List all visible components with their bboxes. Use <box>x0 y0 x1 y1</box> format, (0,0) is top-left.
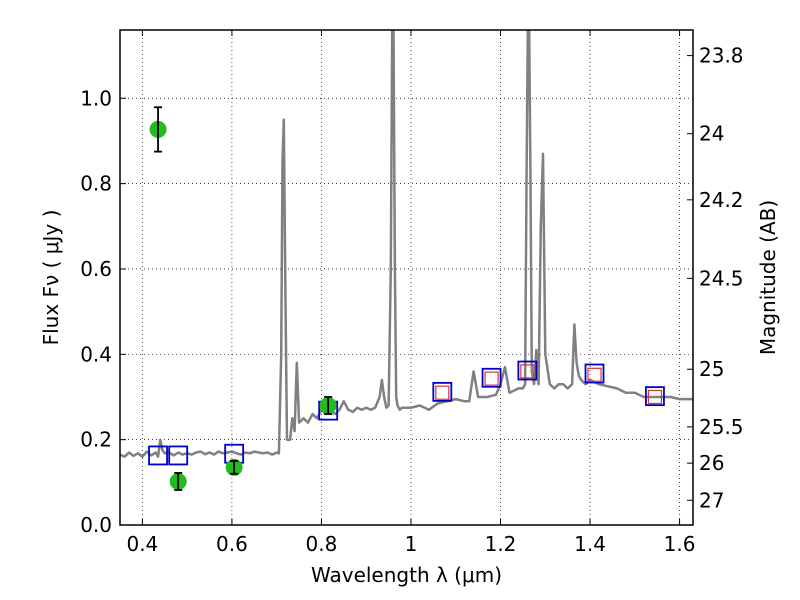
y-tick-label: 0.4 <box>80 342 112 366</box>
right-tick-label: 24 <box>699 122 724 146</box>
spectrum-line <box>120 30 693 458</box>
x-tick-label: 1.2 <box>485 532 517 556</box>
spectrum-layer <box>120 30 693 458</box>
right-tick-label: 27 <box>699 488 724 512</box>
x-tick-label: 0.6 <box>216 532 248 556</box>
model-square-red <box>484 371 499 386</box>
x-axis-label: Wavelength λ (μm) <box>311 563 502 587</box>
x-tick-label: 1.4 <box>574 532 606 556</box>
model-square-blue <box>432 381 453 402</box>
y-tick-label: 0.6 <box>80 257 112 281</box>
model-square-blue <box>584 363 605 384</box>
right-tick-label: 24.5 <box>699 266 744 290</box>
grid-lines <box>120 30 693 526</box>
right-tick-label: 24.2 <box>699 188 744 212</box>
plot-frame <box>119 29 694 526</box>
model-square-blue <box>168 445 189 466</box>
tick-layer: 0.4 0.6 0.8 1 1.2 1.4 1.6 0.0 0.2 0.4 0.6 0.8 1.0 23.… <box>80 30 744 556</box>
model-square-red <box>520 364 535 379</box>
right-tick-label: 26 <box>699 451 724 475</box>
model-square-blue <box>517 360 538 381</box>
right-tick-label: 23.8 <box>699 44 744 68</box>
model-square-blue <box>645 386 665 407</box>
model-square-red <box>647 389 663 405</box>
x-tick-label: 1 <box>405 532 418 556</box>
y-tick-label: 0.8 <box>80 172 112 196</box>
x-tick-label: 0.4 <box>126 532 158 556</box>
x-tick-label: 0.8 <box>306 532 338 556</box>
y-tick-label: 0.2 <box>80 428 112 452</box>
right-tick-label: 25.5 <box>699 415 744 439</box>
model-square-blue <box>148 445 168 466</box>
x-tick-label: 1.6 <box>664 532 696 556</box>
model-square-red <box>435 385 450 400</box>
y-tick-label: 1.0 <box>80 86 112 110</box>
marker-layer <box>148 106 665 491</box>
model-square-blue <box>481 367 502 388</box>
y-tick-label: 0.0 <box>80 513 112 537</box>
right-tick-label: 25 <box>699 357 724 381</box>
y-axis-label: Flux Fν ( μJy ) <box>39 210 63 346</box>
model-square-red <box>587 367 602 382</box>
right-axis-label: Magnitude (AB) <box>756 200 780 355</box>
